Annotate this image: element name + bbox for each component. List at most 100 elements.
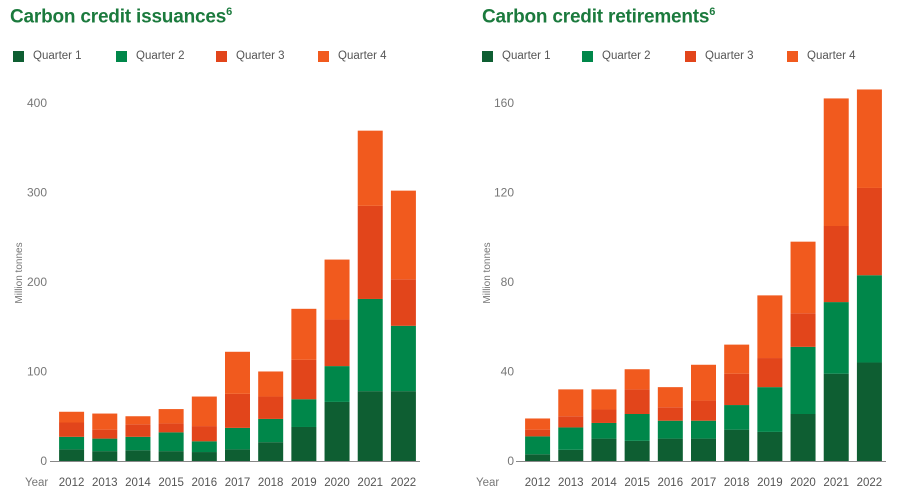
bar-segment-quarter-2: [357, 298, 383, 392]
x-tick-label: 2015: [624, 477, 650, 489]
bar-segment-quarter-4: [390, 190, 416, 280]
legend-swatch: [787, 51, 798, 62]
legend-label: Quarter 1: [502, 50, 551, 62]
bar-segment-quarter-3: [856, 187, 882, 276]
bar-segment-quarter-1: [291, 426, 317, 461]
bar-segment-quarter-2: [757, 387, 783, 432]
bar-segment-quarter-2: [823, 302, 849, 374]
bar-segment-quarter-3: [790, 313, 816, 347]
bar-segment-quarter-4: [757, 295, 783, 359]
y-tick-label: 0: [40, 454, 47, 468]
bar-segment-quarter-2: [59, 436, 85, 450]
bar-segment-quarter-3: [823, 226, 849, 303]
legend-label: Quarter 1: [33, 50, 82, 62]
y-tick-label: 160: [494, 96, 514, 110]
bar-segment-quarter-3: [324, 319, 350, 367]
bar-segment-quarter-1: [856, 362, 882, 461]
x-tick-label: 2013: [92, 477, 118, 489]
x-tick-label: 2016: [192, 477, 218, 489]
bar-segment-quarter-3: [357, 205, 383, 299]
bar-segment-quarter-2: [525, 436, 551, 455]
x-axis-title: Year: [25, 477, 48, 489]
bar-segment-quarter-2: [158, 432, 184, 452]
bar-segment-quarter-4: [790, 241, 816, 314]
x-tick-label: 2018: [258, 477, 284, 489]
bar-segment-quarter-3: [757, 358, 783, 388]
bar-segment-quarter-4: [92, 413, 118, 430]
x-axis-title: Year: [476, 477, 499, 489]
bar-segment-quarter-2: [558, 427, 584, 450]
bar-segment-quarter-1: [558, 449, 584, 461]
title-footnote: 6: [709, 6, 716, 18]
issuances-chart-panel: Carbon credit issuances6 Quarter 1 Quart…: [10, 6, 420, 489]
bar-segment-quarter-2: [691, 420, 716, 439]
bar-segment-quarter-4: [291, 308, 317, 360]
bar-segment-quarter-2: [390, 325, 416, 392]
bar-segment-quarter-1: [757, 431, 783, 461]
bar-segment-quarter-4: [657, 387, 683, 408]
bar-segment-quarter-1: [258, 442, 284, 461]
bar-segment-quarter-3: [291, 359, 317, 400]
bar-segment-quarter-1: [125, 450, 151, 461]
bar-segment-quarter-2: [225, 427, 250, 450]
bar-segment-quarter-1: [324, 401, 350, 461]
bar-segment-quarter-2: [125, 436, 151, 451]
bar-segment-quarter-4: [357, 130, 383, 206]
bar-segment-quarter-3: [591, 409, 617, 423]
bar-segment-quarter-3: [158, 423, 184, 433]
bar-segment-quarter-4: [724, 344, 750, 374]
bar-segment-quarter-1: [158, 451, 184, 461]
issuances-plot: 0 100 200 300 400 Million tonnes 2012 2013 2014 2…: [14, 96, 420, 489]
bar-segment-quarter-1: [624, 440, 650, 461]
bar-segment-quarter-2: [591, 422, 617, 439]
bar-segment-quarter-3: [525, 429, 551, 437]
x-tick-label: 2021: [357, 477, 383, 489]
retirements-plot: 0 40 80 120 160 Million tonnes 2012 2013 2014 201…: [476, 89, 886, 489]
bar-segment-quarter-3: [258, 396, 284, 419]
bar-segment-quarter-3: [225, 393, 250, 428]
x-tick-label: 2022: [857, 477, 883, 489]
bar-segment-quarter-2: [324, 366, 350, 402]
bar-segment-quarter-2: [657, 420, 683, 439]
bar-segment-quarter-4: [258, 371, 284, 397]
x-tick-label: 2017: [225, 477, 251, 489]
legend-label: Quarter 4: [338, 50, 387, 62]
x-tick-label: 2015: [158, 477, 184, 489]
bar-segment-quarter-4: [691, 364, 716, 401]
x-tick-label: 2014: [591, 477, 617, 489]
y-tick-label: 80: [501, 275, 515, 289]
bar-segment-quarter-3: [558, 416, 584, 428]
bar-segment-quarter-2: [624, 414, 650, 441]
bar-segment-quarter-1: [691, 438, 716, 461]
bar-segment-quarter-1: [92, 451, 118, 461]
x-tick-label: 2021: [823, 477, 849, 489]
legend-swatch: [685, 51, 696, 62]
legend-label: Quarter 4: [807, 50, 856, 62]
bar-segment-quarter-3: [691, 400, 716, 421]
bar-segment-quarter-3: [92, 429, 118, 439]
chart-title: Carbon credit issuances6: [10, 6, 233, 28]
legend-label: Quarter 2: [602, 50, 651, 62]
x-tick-label: 2016: [658, 477, 684, 489]
legend-swatch: [116, 51, 127, 62]
x-tick-label: 2019: [757, 477, 783, 489]
bar-segment-quarter-2: [191, 441, 217, 453]
x-tick-label: 2020: [790, 477, 816, 489]
bar-segment-quarter-2: [291, 399, 317, 427]
x-tick-label: 2013: [558, 477, 584, 489]
bar-segment-quarter-3: [390, 279, 416, 326]
y-tick-label: 100: [27, 364, 47, 378]
bar-segment-quarter-2: [790, 346, 816, 414]
bar-segment-quarter-3: [191, 426, 217, 442]
y-tick-label: 0: [507, 454, 514, 468]
bar-segment-quarter-1: [591, 438, 617, 461]
bar-segment-quarter-4: [624, 369, 650, 390]
bar-segment-quarter-2: [724, 405, 750, 430]
title-footnote: 6: [226, 6, 233, 18]
bar-segment-quarter-2: [856, 275, 882, 363]
bar-segment-quarter-4: [591, 389, 617, 410]
bar-segment-quarter-3: [125, 424, 151, 437]
y-tick-label: 200: [27, 275, 47, 289]
bar-segment-quarter-3: [724, 373, 750, 406]
bar-segment-quarter-1: [357, 391, 383, 461]
